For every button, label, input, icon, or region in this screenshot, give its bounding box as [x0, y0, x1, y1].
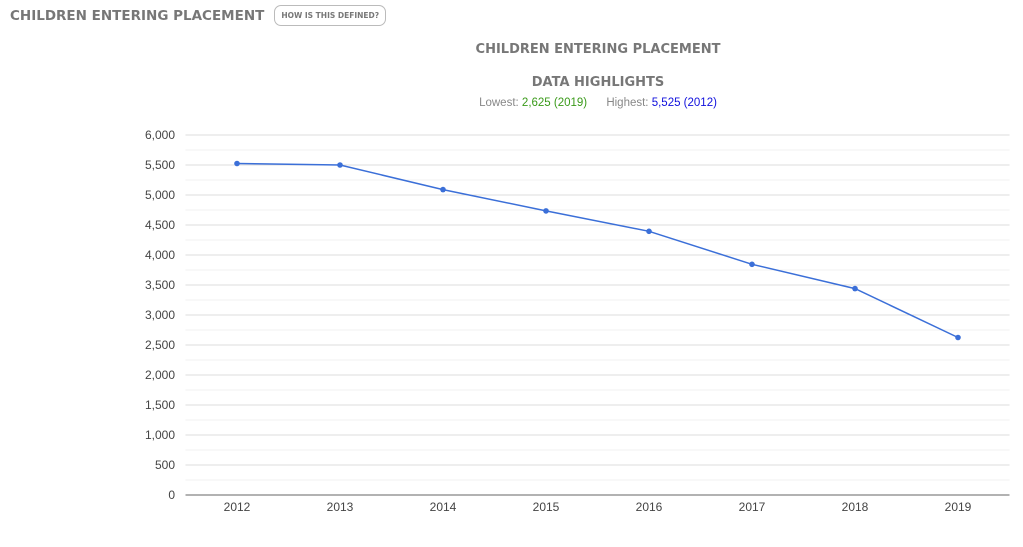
x-tick-label: 2012	[224, 500, 251, 514]
y-tick-label: 3,500	[145, 278, 175, 292]
y-tick-label: 1,500	[145, 398, 175, 412]
y-tick-label: 4,500	[145, 218, 175, 232]
y-tick-label: 4,000	[145, 248, 175, 262]
y-tick-label: 6,000	[145, 128, 175, 142]
y-tick-label: 2,500	[145, 338, 175, 352]
highest-label: Highest:	[606, 97, 649, 109]
y-tick-label: 5,500	[145, 158, 175, 172]
y-tick-label: 0	[168, 488, 175, 502]
lowest-label: Lowest:	[479, 97, 519, 109]
x-tick-label: 2018	[842, 500, 869, 514]
data-point	[337, 162, 343, 168]
y-tick-label: 2,000	[145, 368, 175, 382]
data-point	[234, 160, 240, 167]
highlights-title: DATA HIGHLIGHTS	[531, 75, 665, 90]
series-line	[236, 162, 959, 339]
x-tick-label: 2016	[636, 500, 663, 514]
page-header: CHILDREN ENTERING PLACEMENT HOW IS THIS …	[10, 5, 387, 26]
data-point	[749, 261, 755, 268]
y-tick-label: 5,000	[145, 188, 175, 202]
data-point	[955, 334, 961, 341]
y-tick-label: 1,000	[145, 428, 175, 442]
data-point	[646, 228, 652, 235]
x-tick-label: 2019	[945, 500, 972, 514]
y-tick-label: 500	[155, 458, 175, 472]
data-point	[852, 285, 858, 292]
lowest-value: 2,625 (2019)	[521, 97, 588, 109]
highest-value: 5,525 (2012)	[651, 97, 717, 109]
x-tick-label: 2017	[739, 500, 766, 514]
x-tick-label: 2013	[327, 500, 354, 514]
highlights-values: Lowest: 2,625 (2019) Highest: 5,525 (201…	[0, 97, 1023, 109]
x-tick-label: 2015	[533, 500, 560, 514]
y-tick-label: 3,000	[145, 308, 175, 322]
how-defined-button[interactable]: HOW IS THIS DEFINED?	[274, 5, 387, 26]
data-point	[543, 208, 549, 214]
chart-title: CHILDREN ENTERING PLACEMENT	[475, 42, 721, 57]
x-tick-label: 2014	[430, 500, 457, 514]
page-title: CHILDREN ENTERING PLACEMENT	[10, 7, 265, 24]
data-point	[440, 186, 446, 193]
